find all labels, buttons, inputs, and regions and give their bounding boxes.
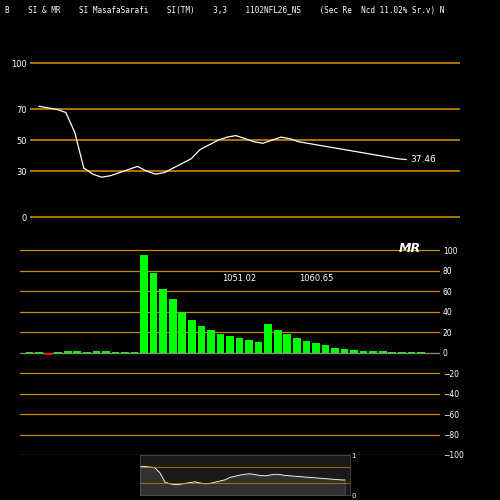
Bar [150, 273, 158, 352]
Bar [74, 351, 81, 352]
Bar [216, 334, 224, 352]
Bar [322, 346, 330, 352]
Bar [350, 350, 358, 352]
Bar [370, 350, 377, 352]
Bar [379, 351, 386, 352]
Text: MR: MR [399, 242, 421, 255]
Bar [160, 289, 167, 352]
Text: 1060.65: 1060.65 [298, 274, 333, 283]
Bar [198, 326, 205, 352]
Text: B    SI & MR    SI MasafaSarafi    SI(TM)    3,3    1102NFL26_NS    (Sec Re  Ncd: B SI & MR SI MasafaSarafi SI(TM) 3,3 110… [5, 6, 444, 15]
Text: 1051.02: 1051.02 [222, 274, 256, 283]
Bar [255, 342, 262, 352]
Bar [188, 320, 196, 352]
Bar [302, 342, 310, 352]
Text: 37.46: 37.46 [410, 155, 436, 164]
Bar [293, 338, 300, 352]
Bar [331, 348, 339, 352]
Bar [45, 352, 52, 355]
Bar [226, 336, 234, 352]
Bar [340, 348, 348, 352]
Bar [312, 344, 320, 352]
Bar [360, 350, 368, 352]
Bar [169, 300, 176, 352]
Bar [284, 334, 291, 352]
Bar [207, 330, 214, 352]
Bar [274, 330, 281, 352]
Bar [264, 324, 272, 352]
Bar [140, 256, 148, 352]
Bar [246, 340, 253, 352]
Bar [92, 351, 100, 352]
Bar [236, 338, 244, 352]
Bar [178, 312, 186, 352]
